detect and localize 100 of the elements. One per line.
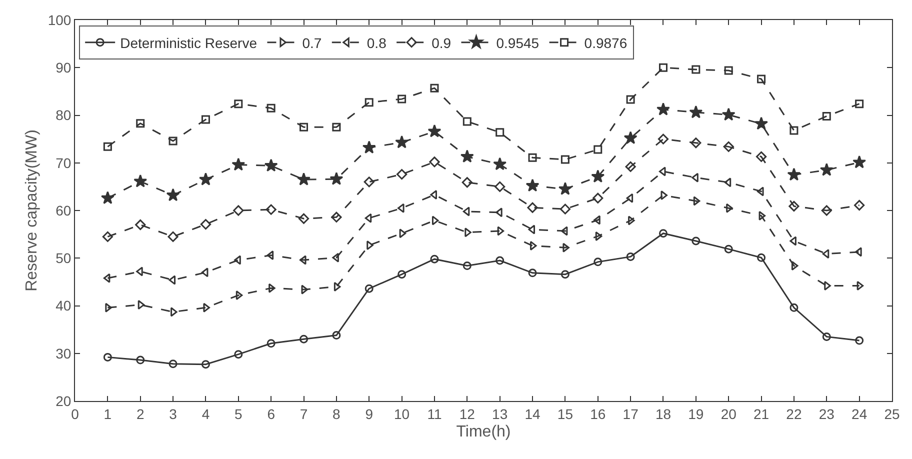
point: [528, 153, 537, 162]
point: [658, 63, 668, 72]
point: [560, 155, 570, 164]
legend-label: Deterministic Reserve: [120, 34, 258, 51]
x-tick-label: 9: [365, 406, 374, 422]
point: [822, 332, 831, 341]
point: [723, 141, 734, 152]
point: [198, 172, 212, 186]
point: [656, 102, 670, 116]
point: [692, 65, 700, 74]
point: [396, 169, 408, 180]
point: [558, 182, 572, 195]
point: [395, 135, 409, 148]
point: [756, 151, 767, 162]
point: [301, 284, 308, 294]
point: [297, 172, 310, 186]
point: [726, 203, 733, 213]
x-tick-label: 17: [622, 406, 639, 422]
point: [203, 302, 210, 312]
point: [236, 290, 243, 300]
point: [594, 215, 600, 225]
y-tick-label: 90: [56, 60, 72, 76]
point: [791, 260, 798, 271]
point: [624, 131, 638, 144]
point: [266, 204, 276, 215]
legend-label: 0.7: [302, 34, 322, 51]
point: [201, 115, 210, 124]
point: [430, 254, 439, 264]
x-axis-title: Time(h): [456, 424, 511, 440]
legend-label: 0.9: [432, 34, 452, 51]
point: [528, 268, 537, 278]
point: [692, 172, 698, 182]
point: [398, 270, 406, 279]
x-tick-label: 16: [590, 406, 606, 422]
point: [105, 302, 112, 312]
point: [560, 226, 568, 236]
x-tick-label: 11: [427, 406, 442, 422]
point: [625, 161, 636, 172]
point: [822, 249, 830, 259]
x-tick-label: 5: [234, 406, 242, 422]
point: [658, 229, 668, 238]
point: [757, 253, 766, 262]
point: [429, 156, 440, 168]
point: [527, 202, 538, 213]
x-tick-label: 19: [688, 406, 704, 422]
point: [692, 236, 700, 246]
point: [268, 283, 276, 293]
point: [266, 104, 276, 112]
point: [168, 136, 178, 146]
point: [138, 300, 145, 310]
point: [528, 224, 536, 234]
y-tick-label: 40: [56, 298, 72, 314]
point: [788, 200, 800, 212]
x-tick-label: 0: [71, 406, 80, 422]
y-tick-label: 50: [56, 250, 72, 266]
point: [362, 140, 376, 154]
point: [428, 124, 442, 138]
x-tick-label: 18: [655, 406, 672, 422]
point: [331, 212, 342, 222]
point: [462, 206, 470, 216]
point: [854, 200, 865, 211]
point: [100, 191, 114, 204]
point: [724, 178, 732, 188]
point: [560, 204, 570, 214]
point: [364, 176, 374, 188]
point: [166, 188, 180, 202]
point: [103, 142, 112, 151]
point: [628, 216, 635, 226]
x-tick-label: 3: [169, 406, 178, 422]
x-tick-label: 6: [267, 406, 276, 422]
point: [560, 270, 570, 279]
point: [332, 331, 341, 340]
point: [364, 284, 374, 293]
point: [134, 174, 148, 188]
y-axis-title: Reserve capacity(MW): [24, 130, 41, 292]
point: [757, 74, 766, 84]
point: [460, 150, 474, 163]
x-tick-label: 13: [492, 406, 508, 422]
point: [432, 216, 439, 226]
point: [462, 262, 472, 270]
point: [399, 228, 406, 238]
point: [591, 170, 605, 183]
legend-label: 0.8: [366, 34, 387, 51]
point: [496, 256, 504, 265]
point: [300, 255, 306, 265]
point: [298, 213, 310, 224]
point: [266, 250, 274, 260]
point: [300, 334, 308, 344]
point: [330, 172, 344, 185]
point: [658, 166, 666, 176]
point: [233, 205, 244, 216]
point: [494, 181, 506, 192]
point: [364, 98, 374, 107]
x-tick-label: 7: [300, 406, 308, 422]
y-tick-label: 30: [56, 345, 72, 362]
point: [594, 258, 602, 266]
point: [820, 162, 834, 176]
point: [168, 360, 178, 368]
point: [234, 350, 243, 359]
point: [462, 177, 472, 188]
